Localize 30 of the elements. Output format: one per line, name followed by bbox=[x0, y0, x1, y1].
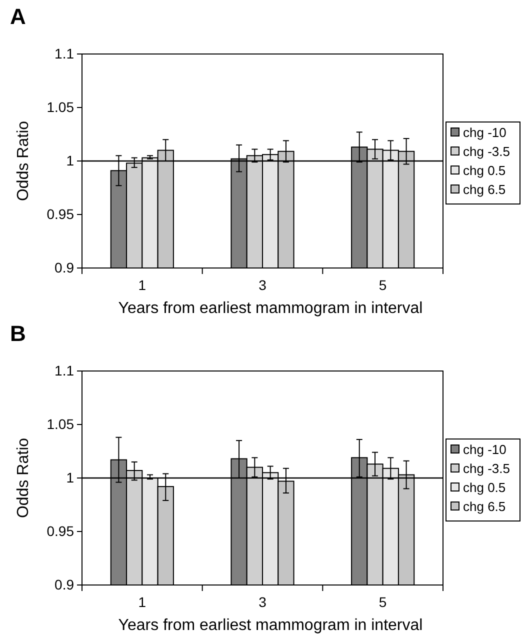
legend-label: chg 6.5 bbox=[463, 182, 506, 197]
legend-label: chg 6.5 bbox=[463, 499, 506, 514]
x-tick-label: 1 bbox=[138, 277, 146, 293]
y-tick-label: 0.95 bbox=[46, 206, 74, 222]
chart-title: B bbox=[10, 321, 26, 346]
x-tick-label: 5 bbox=[378, 594, 387, 610]
x-tick-label: 3 bbox=[258, 277, 267, 293]
y-tick-label: 0.9 bbox=[54, 576, 74, 592]
y-tick-label: 1.1 bbox=[54, 362, 74, 378]
y-tick-label: 1.1 bbox=[54, 45, 74, 62]
y-tick-label: 1 bbox=[66, 152, 74, 168]
legend-label: chg 0.5 bbox=[463, 480, 506, 495]
x-tick-label: 3 bbox=[258, 594, 267, 610]
y-tick-label: 0.9 bbox=[54, 259, 74, 276]
x-tick-label: 5 bbox=[378, 277, 387, 293]
legend-label: chg -10 bbox=[463, 442, 506, 457]
chart-title: A bbox=[10, 4, 26, 29]
y-axis-title: Odds Ratio bbox=[15, 438, 32, 518]
y-tick-label: 1 bbox=[66, 469, 74, 486]
x-axis-title: Years from earliest mammogram in interval bbox=[118, 300, 423, 317]
legend-label: chg 0.5 bbox=[463, 163, 506, 178]
legend-label: chg -3.5 bbox=[463, 144, 510, 159]
legend-label: chg -10 bbox=[463, 125, 506, 140]
x-axis-title: Years from earliest mammogram in interval bbox=[118, 617, 423, 634]
x-tick-label: 1 bbox=[138, 594, 146, 610]
y-tick-label: 1.05 bbox=[46, 416, 74, 432]
y-tick-label: 0.95 bbox=[46, 522, 74, 539]
y-axis-title: Odds Ratio bbox=[15, 120, 32, 202]
legend-label: chg -3.5 bbox=[463, 461, 510, 476]
y-tick-label: 1.05 bbox=[46, 98, 74, 115]
